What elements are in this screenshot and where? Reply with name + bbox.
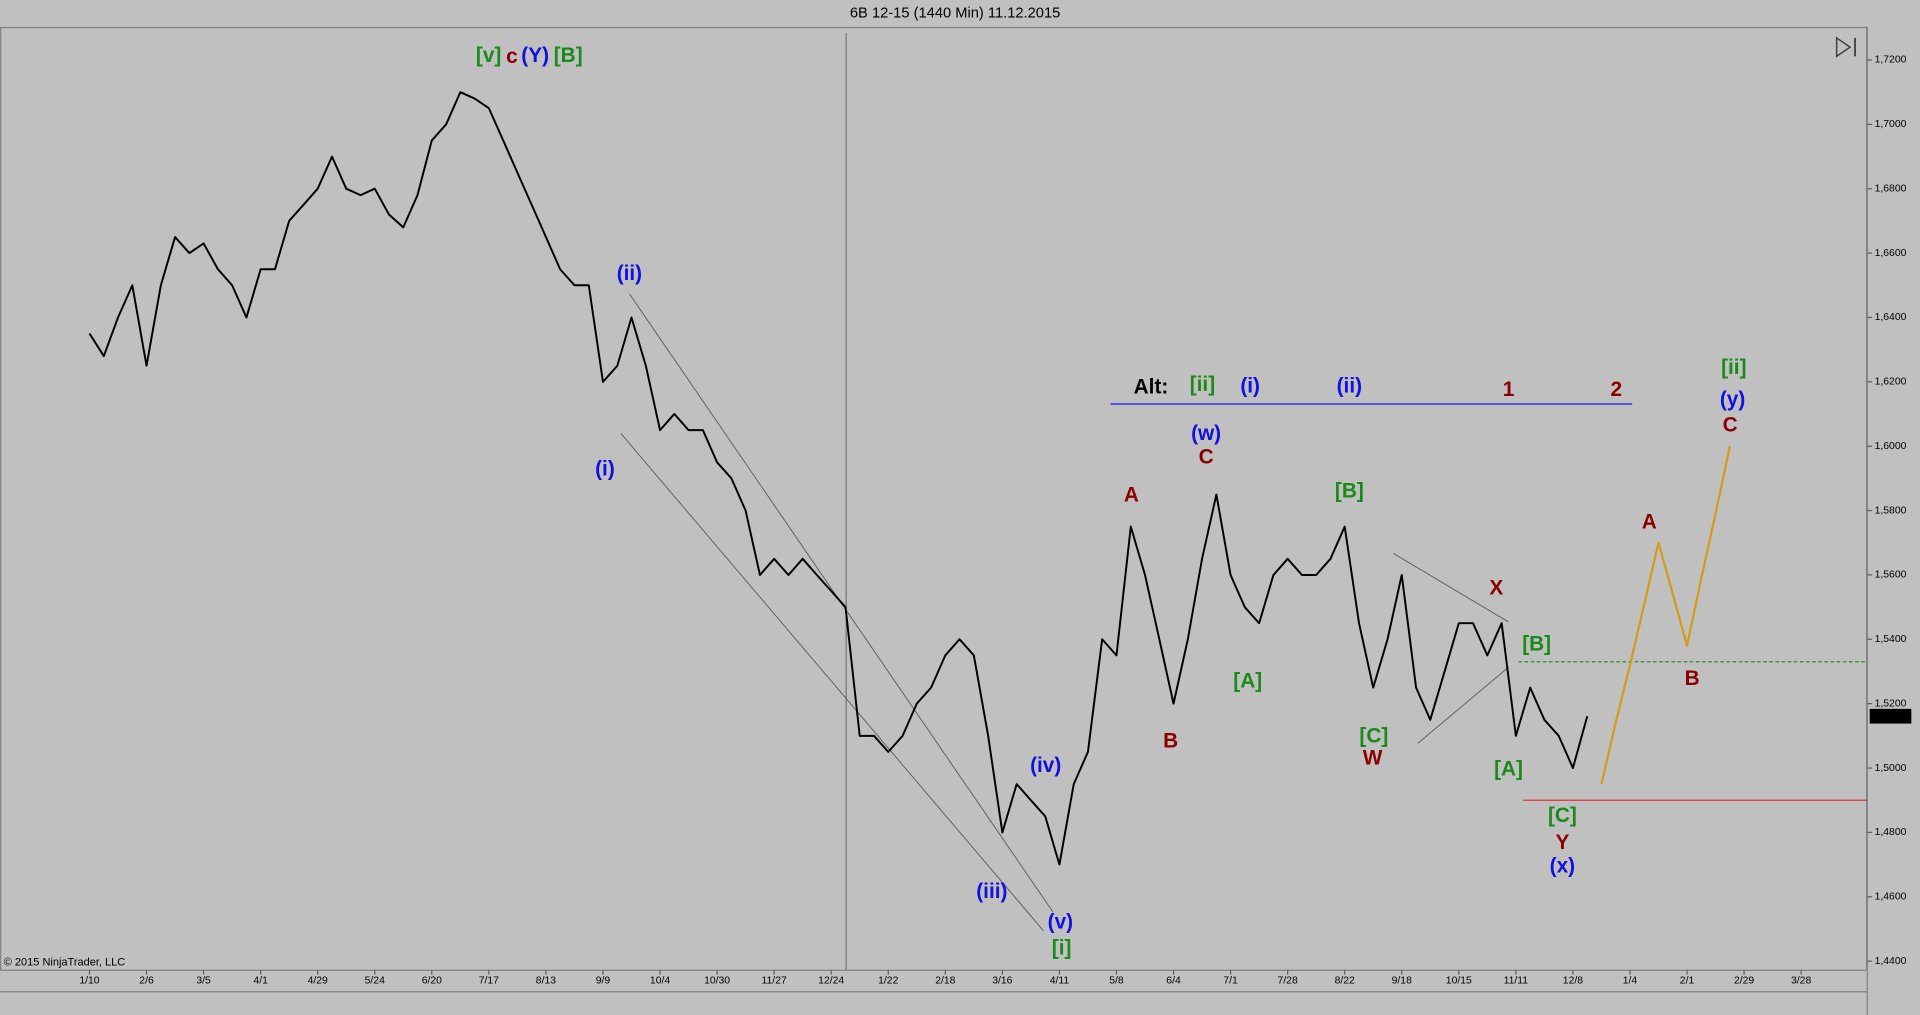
wave-label: [B] xyxy=(1522,633,1551,656)
x-tick-label: 2/1 xyxy=(1680,975,1695,986)
chart-title: 6B 12-15 (1440 Min) 11.12.2015 xyxy=(850,5,1060,21)
wave-label: A xyxy=(1642,510,1657,533)
x-tick-label: 12/8 xyxy=(1563,975,1583,986)
wave-label: [ii] xyxy=(1721,356,1746,379)
y-tick-label: 1,6800 xyxy=(1875,183,1907,194)
wave-label: [A] xyxy=(1233,669,1262,692)
wave-label: W xyxy=(1363,747,1383,770)
x-tick-label: 3/28 xyxy=(1791,975,1811,986)
projection-line xyxy=(1600,445,1731,785)
wave-label: [v] xyxy=(476,44,501,67)
wave-label: (x) xyxy=(1550,854,1575,877)
wave-label: 2 xyxy=(1610,378,1622,401)
x-tick-label: 6/4 xyxy=(1166,975,1181,986)
x-tick-label: 6/20 xyxy=(422,975,442,986)
wave-label: Y xyxy=(1555,831,1569,854)
triangle-line xyxy=(1417,666,1509,744)
panel-icon-arrow[interactable] xyxy=(1835,36,1852,58)
y-tick-label: 1,6000 xyxy=(1875,441,1907,452)
wave-label: B xyxy=(1163,729,1178,752)
x-tick-label: 7/1 xyxy=(1223,975,1238,986)
y-tick-label: 1,7000 xyxy=(1875,119,1907,130)
y-tick-label: 1,5400 xyxy=(1875,634,1907,645)
x-tick-label: 5/8 xyxy=(1109,975,1124,986)
x-tick-label: 4/1 xyxy=(253,975,268,986)
wave-label: (ii) xyxy=(617,262,642,285)
wave-label: [B] xyxy=(554,44,583,67)
wave-label: (i) xyxy=(595,458,615,481)
y-tick-label: 1,5200 xyxy=(1875,698,1907,709)
x-tick-label: 1/10 xyxy=(79,975,99,986)
x-tick-label: 11/27 xyxy=(762,975,787,986)
copyright: © 2015 NinjaTrader, LLC xyxy=(4,956,125,968)
wave-label: (v) xyxy=(1048,911,1073,934)
y-tick-label: 1,4800 xyxy=(1875,827,1907,838)
price-line xyxy=(88,91,1589,866)
channel-line xyxy=(620,433,1044,931)
wave-label: Alt: xyxy=(1134,376,1169,399)
x-tick-label: 9/9 xyxy=(596,975,611,986)
x-tick-label: 11/11 xyxy=(1504,975,1529,986)
panel-icon[interactable] xyxy=(1835,36,1856,58)
wave-label: [ii] xyxy=(1190,373,1215,396)
y-tick-label: 1,7200 xyxy=(1875,55,1907,66)
wave-label: [C] xyxy=(1548,804,1577,827)
x-tick-label: 7/17 xyxy=(479,975,499,986)
wave-label: B xyxy=(1685,667,1700,690)
wave-label: [B] xyxy=(1335,480,1364,503)
wave-label: C xyxy=(1199,445,1214,468)
y-tick-label: 1,5800 xyxy=(1875,505,1907,516)
x-tick-label: 9/18 xyxy=(1392,975,1412,986)
last-price-label: 1,5161 xyxy=(1873,711,1905,722)
y-tick-label: 1,5000 xyxy=(1875,763,1907,774)
wave-label: c xyxy=(506,45,518,68)
last-price-box xyxy=(1869,708,1912,724)
x-tick-label: 1/22 xyxy=(878,975,898,986)
wave-label: [C] xyxy=(1359,725,1388,748)
y-tick-label: 1,6200 xyxy=(1875,377,1907,388)
wave-label: X xyxy=(1489,576,1503,599)
x-tick-label: 3/16 xyxy=(992,975,1012,986)
wave-label: (i) xyxy=(1240,374,1260,397)
x-tick-label: 1/4 xyxy=(1623,975,1638,986)
x-tick-label: 10/15 xyxy=(1446,975,1472,986)
wave-label: (w) xyxy=(1191,422,1221,445)
wave-label: (ii) xyxy=(1337,374,1362,397)
y-tick-label: 1,5600 xyxy=(1875,570,1907,581)
wave-label: C xyxy=(1723,414,1738,437)
y-tick-label: 1,6400 xyxy=(1875,312,1907,323)
x-tick-label: 8/13 xyxy=(536,975,556,986)
x-tick-label: 4/11 xyxy=(1050,975,1070,986)
x-tick-label: 12/24 xyxy=(818,975,844,986)
wave-label: (y) xyxy=(1720,388,1745,411)
wave-label: (iii) xyxy=(976,880,1007,903)
wave-label: (Y) xyxy=(521,44,549,67)
x-tick-label: 4/29 xyxy=(308,975,328,986)
x-tick-label: 3/5 xyxy=(196,975,211,986)
wave-label: [i] xyxy=(1052,936,1072,959)
wave-label: 1 xyxy=(1503,378,1515,401)
triangle-line xyxy=(1393,552,1509,623)
wave-label: (iv) xyxy=(1030,754,1061,777)
y-tick-label: 1,6600 xyxy=(1875,248,1907,259)
y-tick-label: 1,4400 xyxy=(1875,956,1907,967)
x-tick-label: 8/22 xyxy=(1335,975,1355,986)
x-tick-label: 5/24 xyxy=(365,975,385,986)
x-tick-label: 2/6 xyxy=(139,975,154,986)
wave-label: A xyxy=(1124,483,1139,506)
x-tick-label: 2/29 xyxy=(1734,975,1754,986)
x-tick-label: 10/4 xyxy=(650,975,670,986)
wave-label: [A] xyxy=(1494,758,1523,781)
y-tick-label: 1,4600 xyxy=(1875,892,1907,903)
x-tick-label: 2/18 xyxy=(935,975,955,986)
x-tick-label: 7/28 xyxy=(1278,975,1298,986)
x-tick-label: 10/30 xyxy=(704,975,730,986)
